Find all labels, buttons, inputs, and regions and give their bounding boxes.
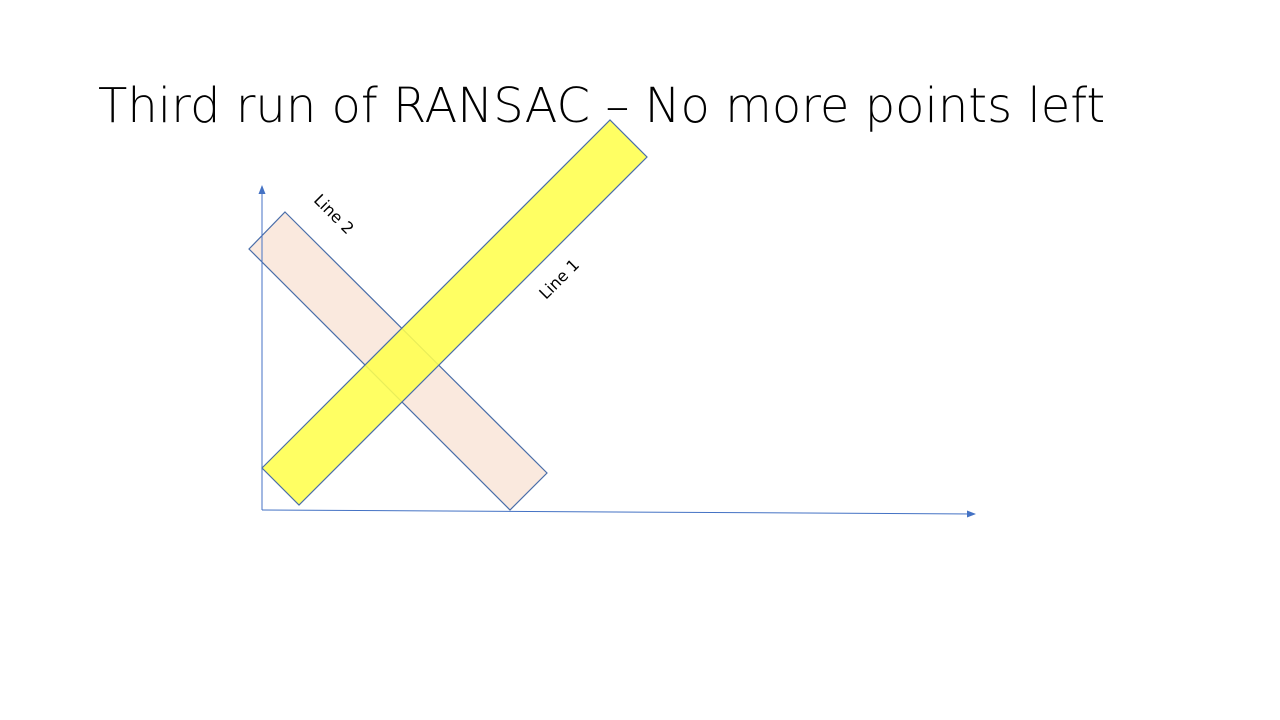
x-axis xyxy=(261,509,976,518)
line-2-label: Line 2 xyxy=(310,190,358,238)
line-1-band xyxy=(261,119,648,506)
slide-title: Third run of RANSAC – No more points lef… xyxy=(98,78,1106,134)
